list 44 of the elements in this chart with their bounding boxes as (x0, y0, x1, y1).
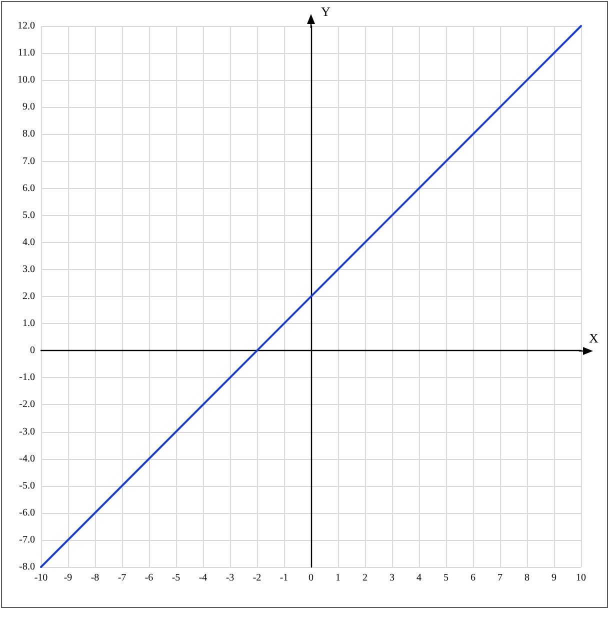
x-tick-label: -10 (34, 572, 48, 584)
x-tick-label: -8 (90, 572, 100, 584)
x-tick-label: 0 (308, 572, 314, 584)
y-tick-label: 9.0 (22, 102, 35, 113)
x-tick-label: 7 (498, 572, 502, 584)
x-axis-title: X (589, 330, 599, 346)
y-tick-label: 5.0 (22, 210, 35, 221)
x-tick-label: 9 (552, 572, 556, 584)
x-tick-label: -3 (226, 572, 234, 584)
y-tick-label: 8.0 (22, 128, 35, 140)
y-tick-label: -4.0 (19, 453, 35, 464)
x-tick-label: 6 (470, 572, 476, 584)
y-tick-label: 3.0 (22, 264, 35, 275)
y-tick-label: 2.0 (22, 291, 35, 302)
x-tick-label: -4 (198, 572, 208, 584)
y-tick-label: -1.0 (19, 372, 35, 384)
x-tick-label: -5 (172, 572, 180, 584)
x-tick-label: -9 (64, 572, 72, 584)
x-tick-label: 2 (362, 572, 368, 584)
x-tick-label: -6 (144, 572, 154, 584)
x-tick-label: -1 (280, 572, 288, 584)
y-tick-label: -7.0 (19, 534, 35, 546)
y-tick-label: -6.0 (19, 507, 35, 518)
y-tick-label: 6.0 (22, 182, 35, 194)
y-tick-label: -8.0 (19, 562, 35, 572)
x-tick-label: 3 (390, 572, 394, 584)
x-tick-label: 10 (576, 572, 586, 584)
y-tick-label: 4.0 (22, 236, 35, 248)
x-tick-label: 4 (416, 572, 422, 584)
y-tick-label: 0 (30, 345, 35, 356)
y-tick-label: 12.0 (18, 20, 35, 32)
x-tick-label: 1 (336, 572, 340, 584)
x-tick-label: -2 (252, 572, 262, 584)
y-tick-label: -3.0 (19, 426, 35, 438)
x-tick-label: 5 (444, 572, 448, 584)
y-tick-label: 11.0 (18, 48, 35, 59)
y-tick-label: -2.0 (19, 399, 35, 410)
x-tick-label: -7 (118, 572, 126, 584)
y-tick-label: 10.0 (18, 74, 35, 86)
y-tick-label: 7.0 (22, 156, 35, 167)
y-tick-label: 1.0 (22, 318, 35, 330)
x-tick-label: 8 (524, 572, 530, 584)
y-axis-title: Y (321, 4, 331, 19)
y-tick-label: -5.0 (19, 480, 35, 492)
